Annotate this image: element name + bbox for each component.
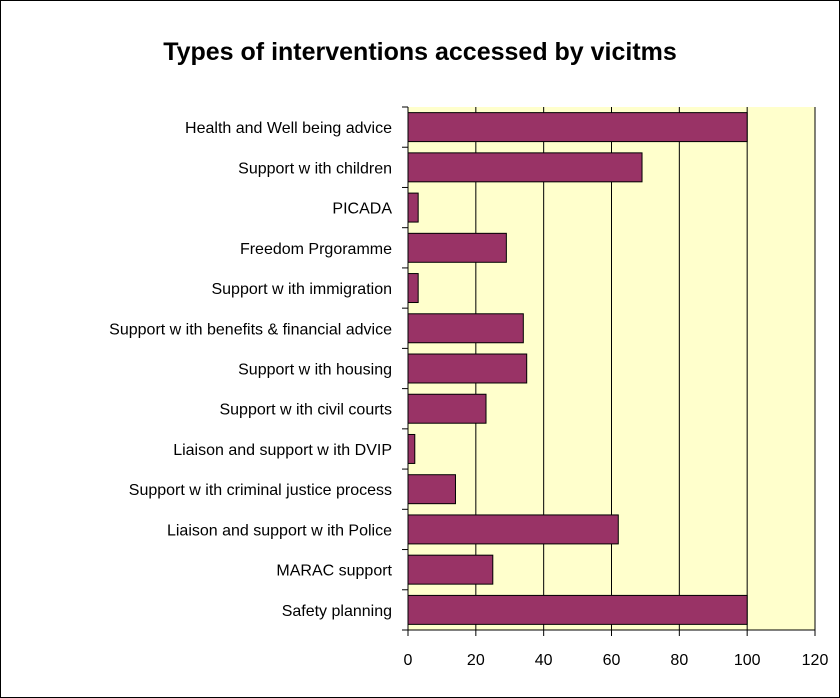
- bar-8: [407, 433, 416, 464]
- bar-7: [407, 393, 487, 424]
- bar-4: [407, 273, 419, 304]
- x-tick-label-20: 20: [467, 652, 485, 669]
- category-label-3: Freedom Prgoramme: [240, 241, 392, 258]
- bar-9: [407, 474, 456, 505]
- category-label-2: PICADA: [332, 201, 392, 218]
- chart-title: Types of interventions accessed by vicit…: [163, 38, 677, 66]
- category-label-9: Support w ith criminal justice process: [129, 482, 392, 499]
- bar-10: [407, 514, 619, 545]
- x-tick-label-80: 80: [670, 652, 688, 669]
- bar-12: [407, 594, 748, 625]
- category-label-0: Health and Well being advice: [185, 120, 392, 137]
- category-label-12: Safety planning: [282, 603, 392, 620]
- bar-1: [407, 152, 643, 183]
- category-label-10: Liaison and support w ith Police: [167, 522, 392, 539]
- bar-0: [407, 112, 748, 143]
- bar-11: [407, 554, 494, 585]
- category-label-1: Support w ith children: [238, 160, 392, 177]
- bar-3: [407, 232, 507, 263]
- x-tick-label-60: 60: [603, 652, 621, 669]
- category-label-6: Support w ith housing: [238, 362, 392, 379]
- x-tick-label-100: 100: [734, 652, 761, 669]
- category-label-4: Support w ith immigration: [211, 281, 392, 298]
- x-tick-label-0: 0: [404, 652, 413, 669]
- category-label-11: MARAC support: [276, 563, 392, 580]
- bar-5: [407, 313, 524, 344]
- x-tick-label-120: 120: [802, 652, 829, 669]
- category-label-5: Support w ith benefits & financial advic…: [109, 321, 392, 338]
- bar-2: [407, 192, 419, 223]
- bar-6: [407, 353, 528, 384]
- x-tick-label-40: 40: [535, 652, 553, 669]
- category-label-8: Liaison and support w ith DVIP: [173, 442, 392, 459]
- category-label-7: Support w ith civil courts: [219, 402, 392, 419]
